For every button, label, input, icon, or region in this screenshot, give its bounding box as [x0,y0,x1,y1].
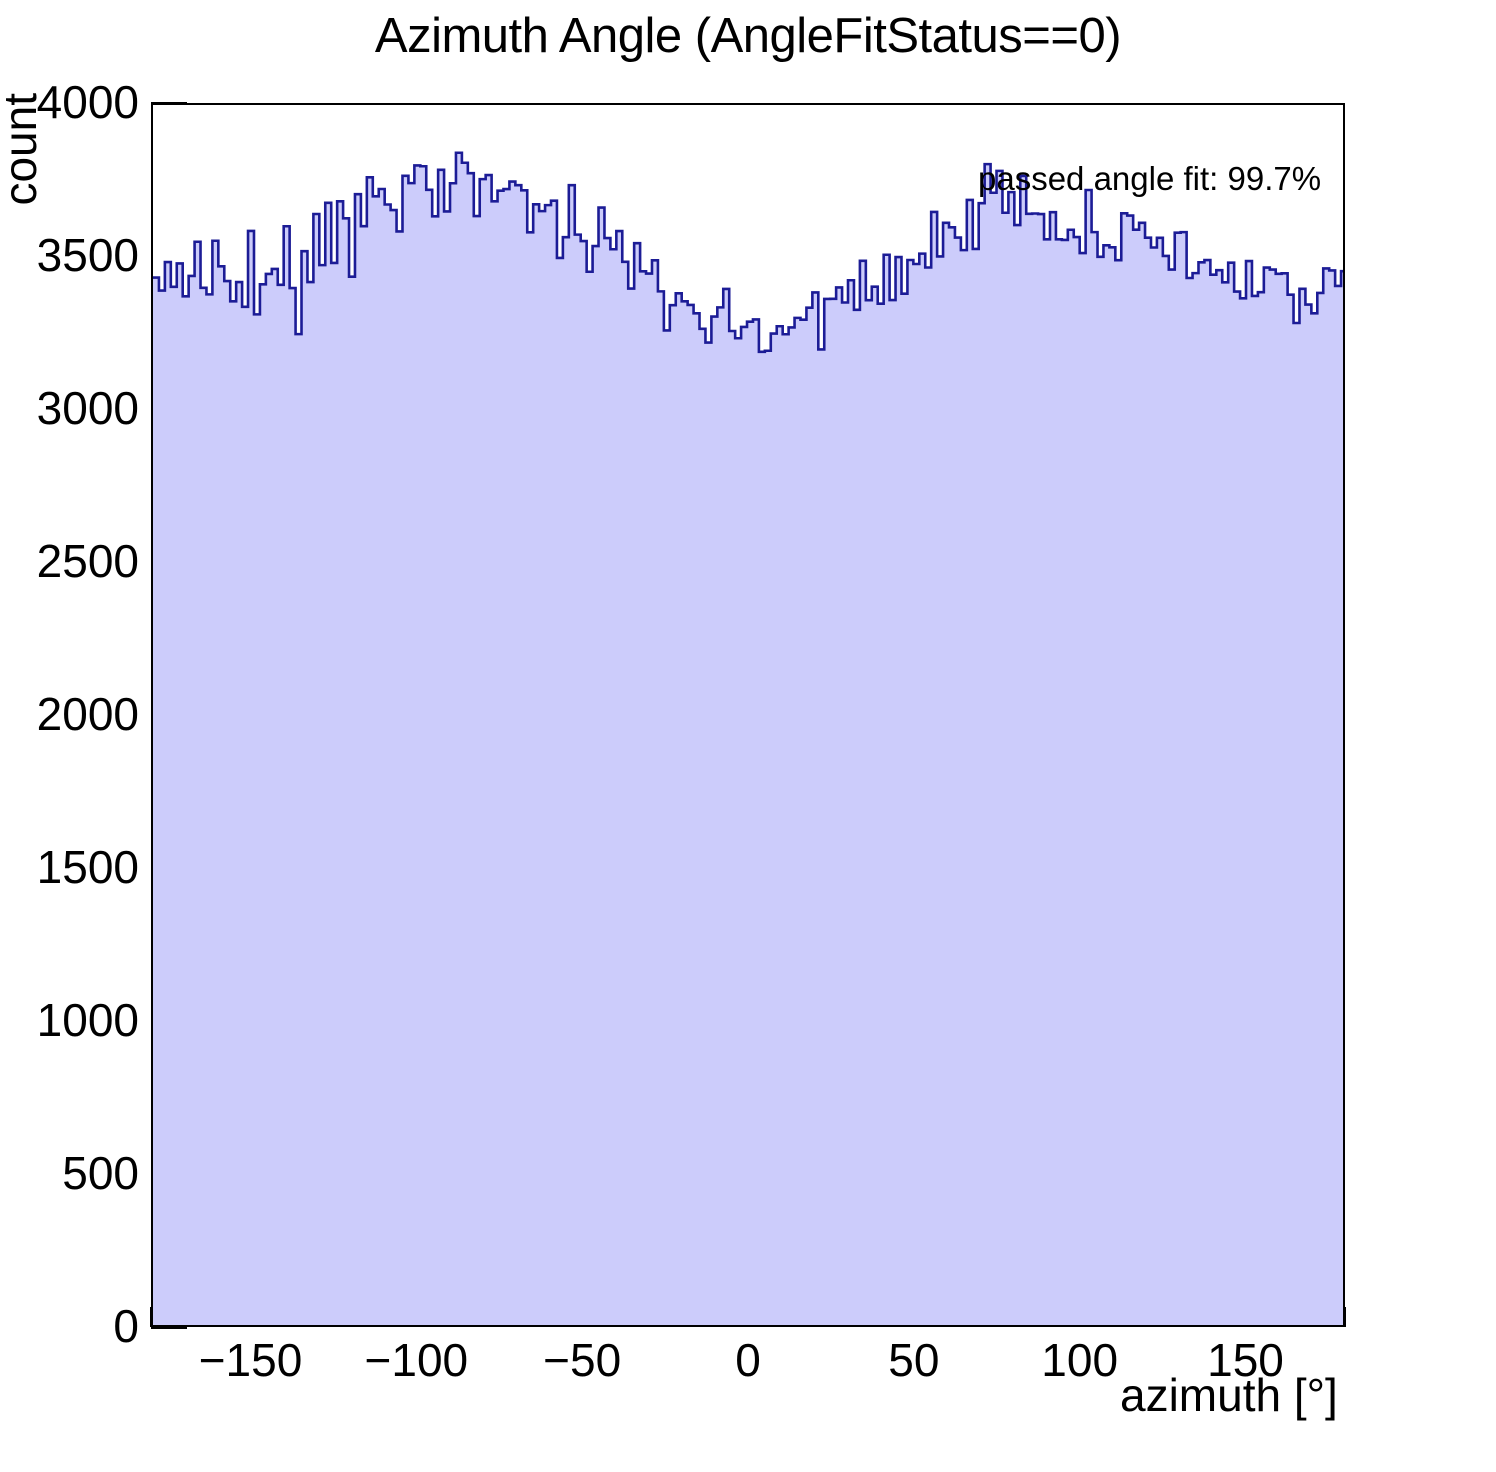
y-tick-label: 0 [113,1300,139,1352]
y-tick-label: 500 [62,1147,139,1199]
y-tick-label: 3500 [36,229,139,281]
y-tick-label: 1000 [36,994,139,1046]
x-axis-title: azimuth [°] [1120,1369,1338,1421]
plot-area [151,103,1345,1327]
y-major-tick [151,1325,187,1329]
fit-status-annotation: passed angle fit: 99.7% [978,160,1322,197]
y-tick-label: 2500 [36,535,139,587]
x-tick-label: 100 [1041,1334,1119,1386]
y-tick-label: 4000 [36,76,139,128]
x-tick-label: −50 [543,1334,622,1386]
histogram-series [153,151,1343,1325]
y-tick-label: 3000 [36,382,139,434]
x-tick-label: −100 [364,1334,469,1386]
x-minor-tick [1344,1307,1346,1327]
histogram-outline [153,151,1343,354]
y-tick-label: 1500 [36,841,139,893]
page-title: Azimuth Angle (AngleFitStatus==0) [374,9,1122,63]
x-tick-label: −150 [198,1334,303,1386]
x-tick-label: 150 [1207,1334,1284,1386]
x-tick-label: 0 [735,1334,761,1386]
histogram-fill [153,152,1343,1325]
x-tick-label: 50 [888,1334,940,1386]
y-tick-label: 2000 [36,688,139,740]
